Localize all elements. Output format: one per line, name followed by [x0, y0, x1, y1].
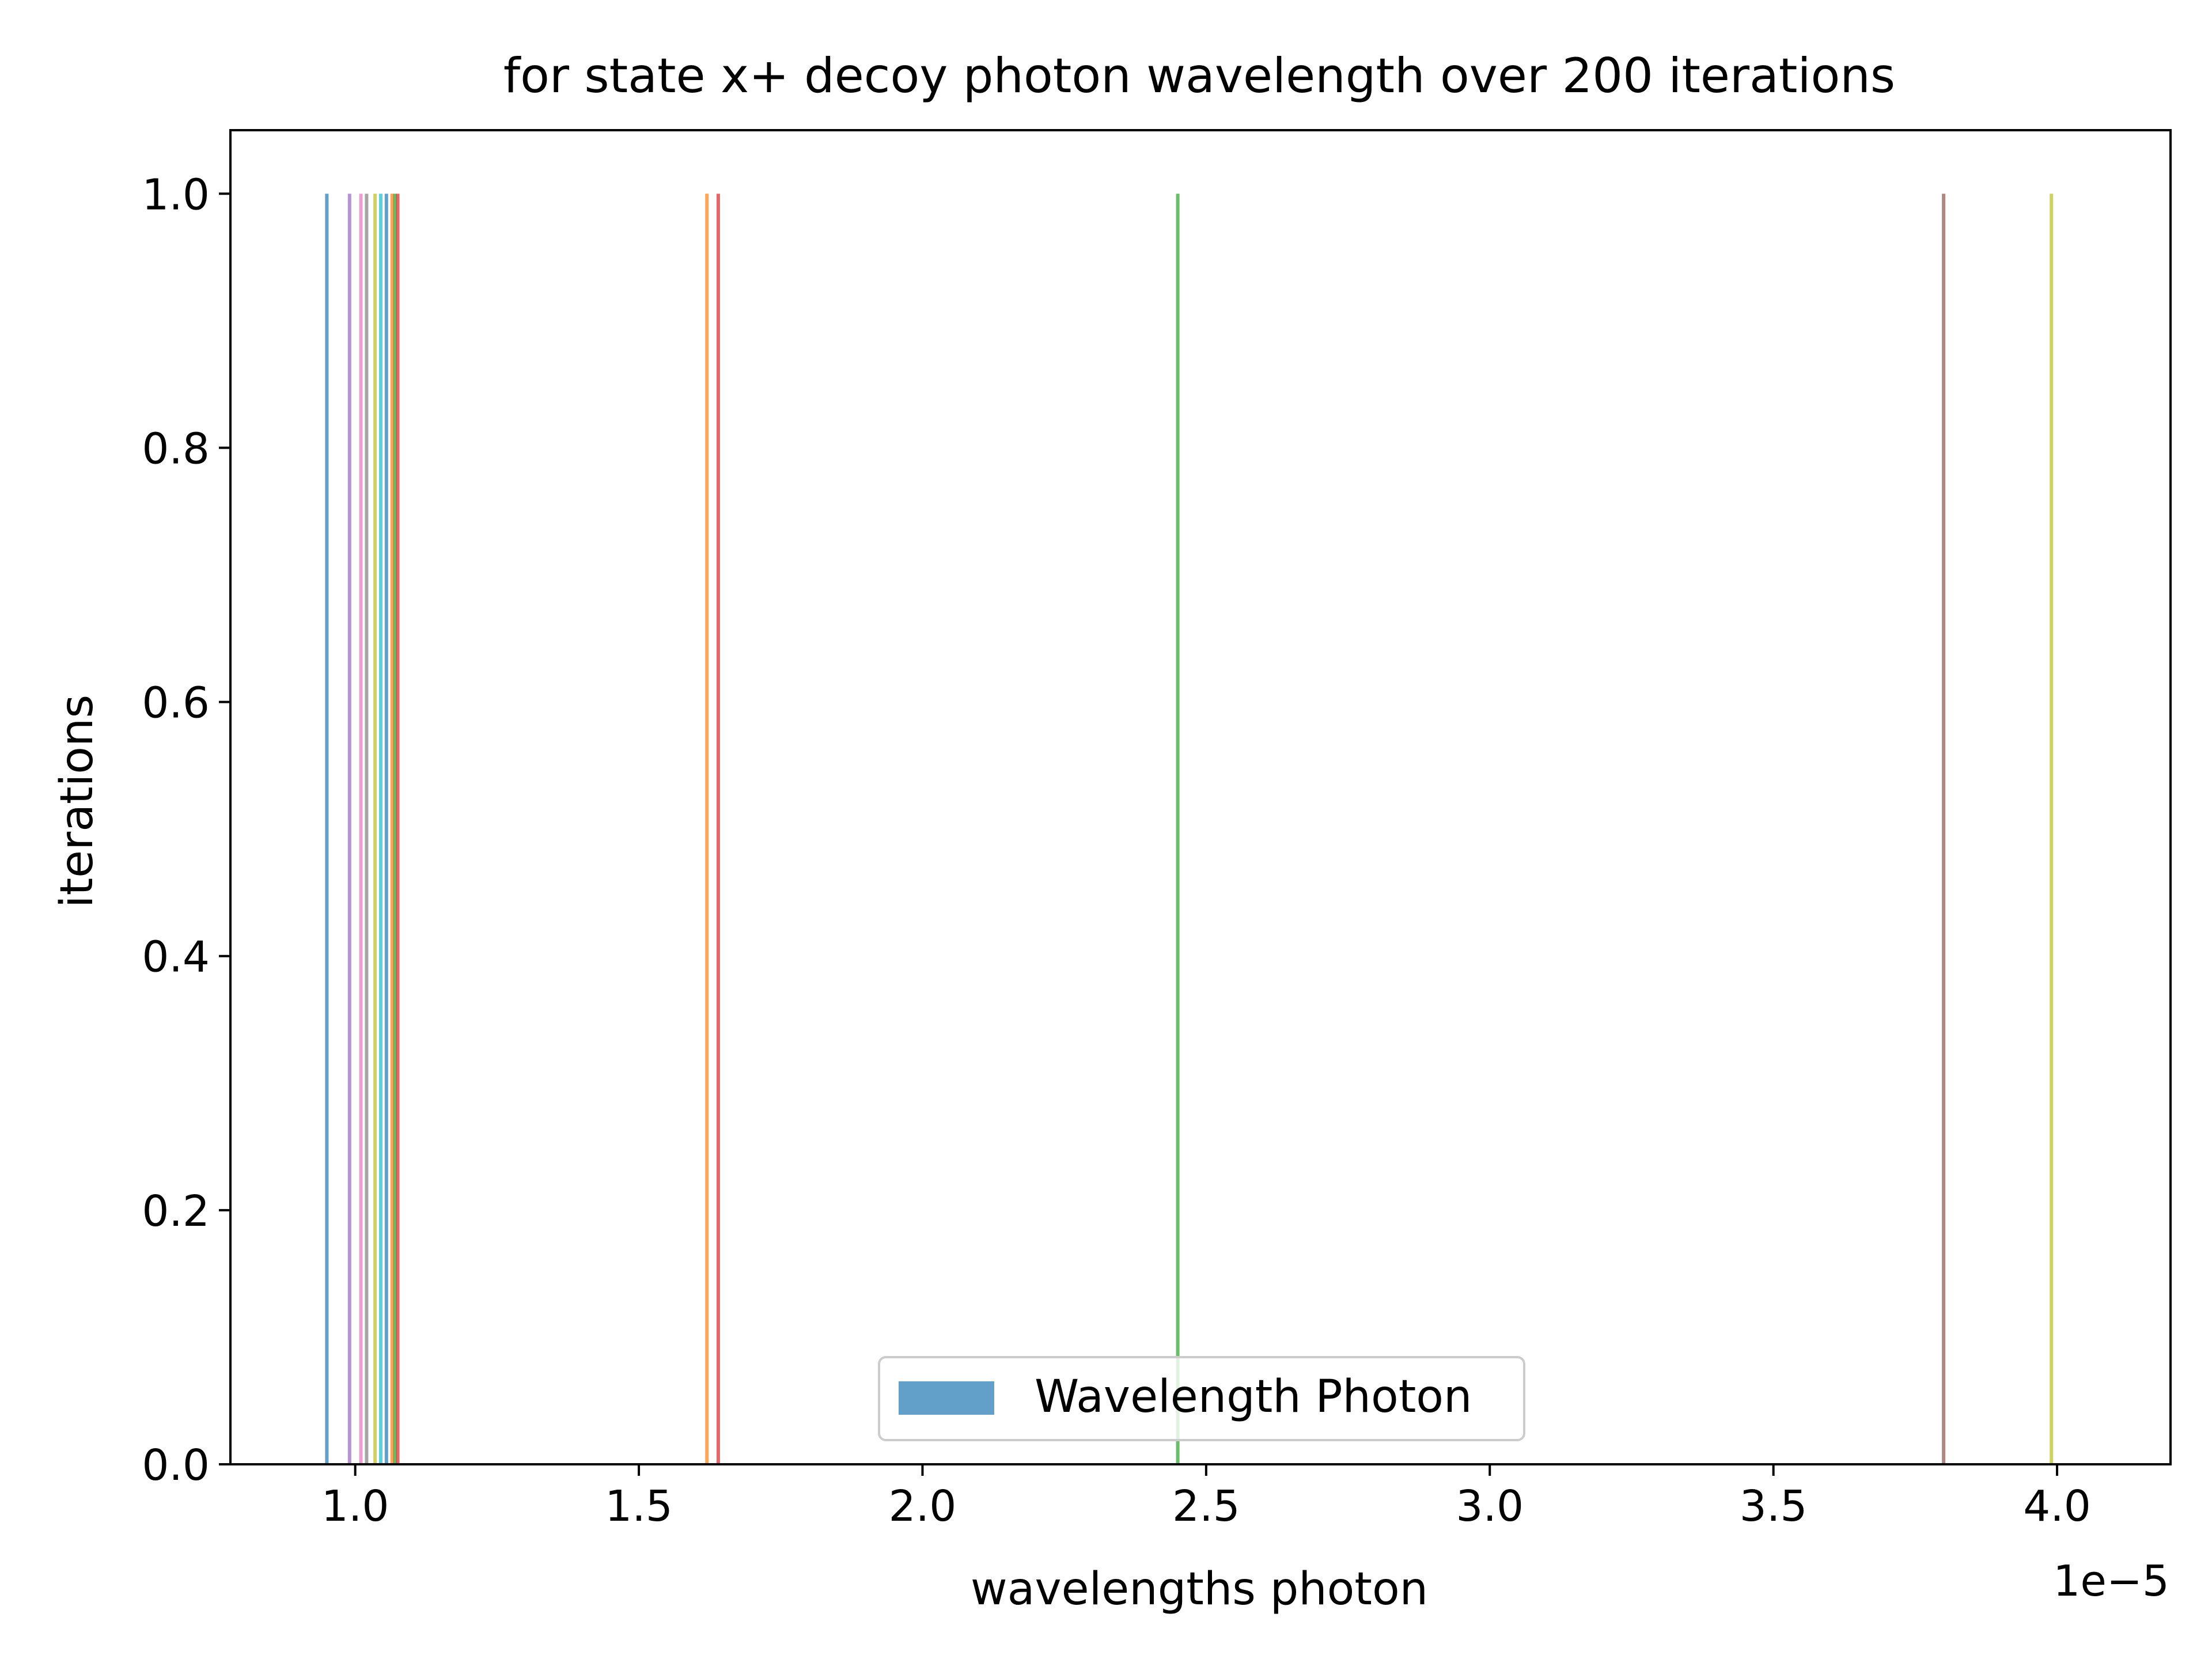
x-tick-label: 4.0: [2023, 1482, 2091, 1531]
x-tick-label: 1.0: [321, 1482, 389, 1531]
bar-11: [716, 194, 720, 1464]
bar-10: [705, 194, 709, 1464]
y-tick-label: 0.6: [142, 679, 210, 728]
x-offset-label: 1e−5: [2053, 1556, 2169, 1606]
legend-box: [878, 1356, 1525, 1441]
y-axis-ticks: 0.0 0.2 0.4 0.6 0.8 1.0: [142, 170, 230, 1490]
x-tick-label: 1.5: [605, 1482, 673, 1531]
bar-1: [347, 194, 351, 1464]
bar-7: [390, 194, 394, 1464]
x-tick-label: 2.0: [889, 1482, 957, 1531]
bar-6: [384, 194, 388, 1464]
bar-3: [365, 194, 369, 1464]
bar-13: [1942, 194, 1946, 1464]
bar-5: [379, 194, 382, 1464]
x-tick-label: 3.5: [1740, 1482, 1808, 1531]
legend: Wavelength Photon: [878, 1356, 1525, 1441]
x-tick-label: 2.5: [1172, 1482, 1240, 1531]
x-tick-label: 3.0: [1456, 1482, 1524, 1531]
plot-frame: [229, 129, 2172, 1465]
bar-4: [373, 194, 377, 1464]
chart-title: for state x+ decoy photon wavelength ove…: [503, 48, 1895, 104]
y-tick-label: 0.8: [142, 424, 210, 474]
x-axis-label: wavelengths photon: [971, 1563, 1428, 1615]
bars-layer: [325, 194, 2054, 1464]
y-axis-label: iterations: [51, 695, 103, 908]
bar-12: [1176, 194, 1180, 1464]
legend-swatch: [899, 1381, 994, 1415]
bar-8: [393, 194, 397, 1464]
bar-2: [359, 194, 363, 1464]
x-axis-ticks: 1.0 1.5 2.0 2.5 3.0 3.5 4.0: [321, 1464, 2091, 1531]
bar-0: [325, 194, 329, 1464]
y-tick-label: 0.0: [142, 1441, 210, 1490]
y-tick-label: 0.4: [142, 933, 210, 982]
y-tick-label: 1.0: [142, 170, 210, 219]
legend-label: Wavelength Photon: [1035, 1371, 1472, 1423]
bar-9: [396, 194, 400, 1464]
bar-14: [2050, 194, 2054, 1464]
y-tick-label: 0.2: [142, 1187, 210, 1236]
